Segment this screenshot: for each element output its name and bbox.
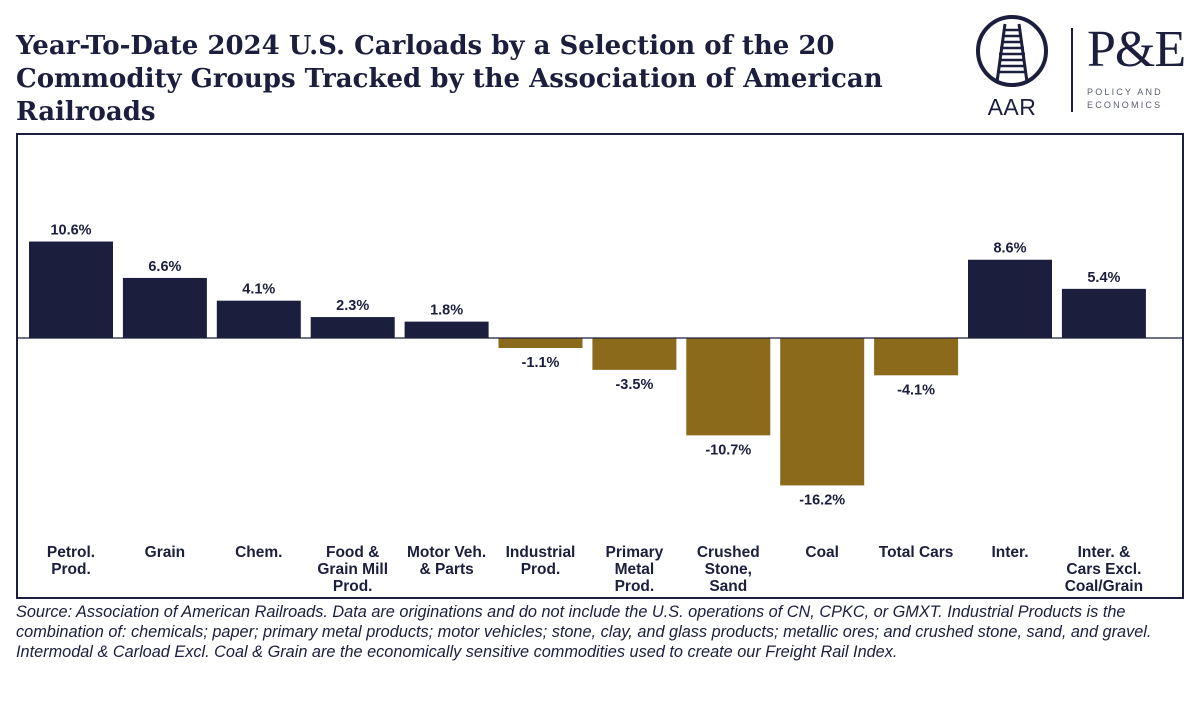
bar-6 <box>498 338 583 349</box>
data-label-11: 8.6% <box>993 241 1026 257</box>
category-label-4: Food & Grain Mill Prod. <box>317 544 388 595</box>
data-label-2: 6.6% <box>148 259 181 275</box>
data-label-10: -4.1% <box>897 382 935 398</box>
bar-8 <box>686 338 771 436</box>
category-label-2: Grain <box>145 544 185 561</box>
category-label-9: Coal <box>805 544 839 561</box>
aar-logo-text: AAR <box>987 94 1037 120</box>
category-label-3: Chem. <box>235 544 282 561</box>
pe-logo-subtitle: POLICY AND ECONOMICS <box>1087 87 1163 110</box>
chart-title: Year-To-Date 2024 U.S. Carloads by a Sel… <box>16 31 883 127</box>
category-label-7: Primary Metal Prod. <box>606 544 664 595</box>
category-label-8: Crushed Stone, Sand <box>697 544 760 595</box>
bar-chart: 10.6% Petrol. Prod. 6.6% Grain 4.1% Chem. 2.3% F… <box>18 223 1182 595</box>
bar-7 <box>592 338 677 370</box>
bar-3 <box>216 300 301 338</box>
data-label-5: 1.8% <box>430 303 463 319</box>
data-label-3: 4.1% <box>242 282 275 298</box>
data-label-4: 2.3% <box>336 298 369 314</box>
bar-5 <box>404 321 489 338</box>
data-label-9: -16.2% <box>799 492 845 508</box>
category-label-1: Petrol. Prod. <box>47 544 95 578</box>
data-label-12: 5.4% <box>1087 270 1120 286</box>
category-label-6: Industrial Prod. <box>506 544 576 578</box>
data-label-6: -1.1% <box>522 355 560 371</box>
bar-12 <box>1061 288 1146 338</box>
bar-10 <box>874 338 959 376</box>
plot-frame <box>16 133 1184 599</box>
data-label-7: -3.5% <box>615 377 653 393</box>
pe-logo-text: P&E <box>1087 21 1186 78</box>
logo-divider <box>1071 28 1073 112</box>
category-label-10: Total Cars <box>879 544 954 561</box>
bar-1 <box>29 241 113 338</box>
bar-9 <box>780 338 865 486</box>
aar-logo-icon <box>976 15 1048 87</box>
data-label-1: 10.6% <box>50 223 91 239</box>
category-label-5: Motor Veh. & Parts <box>407 544 486 578</box>
bar-4 <box>310 317 395 338</box>
category-label-11: Inter. <box>991 544 1028 561</box>
logo-area: AAR P&E POLICY AND ECONOMICS <box>975 14 1186 124</box>
source-note: Source: Association of American Railroad… <box>16 603 1152 661</box>
bar-11 <box>968 259 1052 338</box>
data-label-8: -10.7% <box>705 442 751 458</box>
category-label-12: Inter. & Cars Excl. Coal/Grain <box>1065 544 1143 595</box>
bar-2 <box>122 277 207 338</box>
